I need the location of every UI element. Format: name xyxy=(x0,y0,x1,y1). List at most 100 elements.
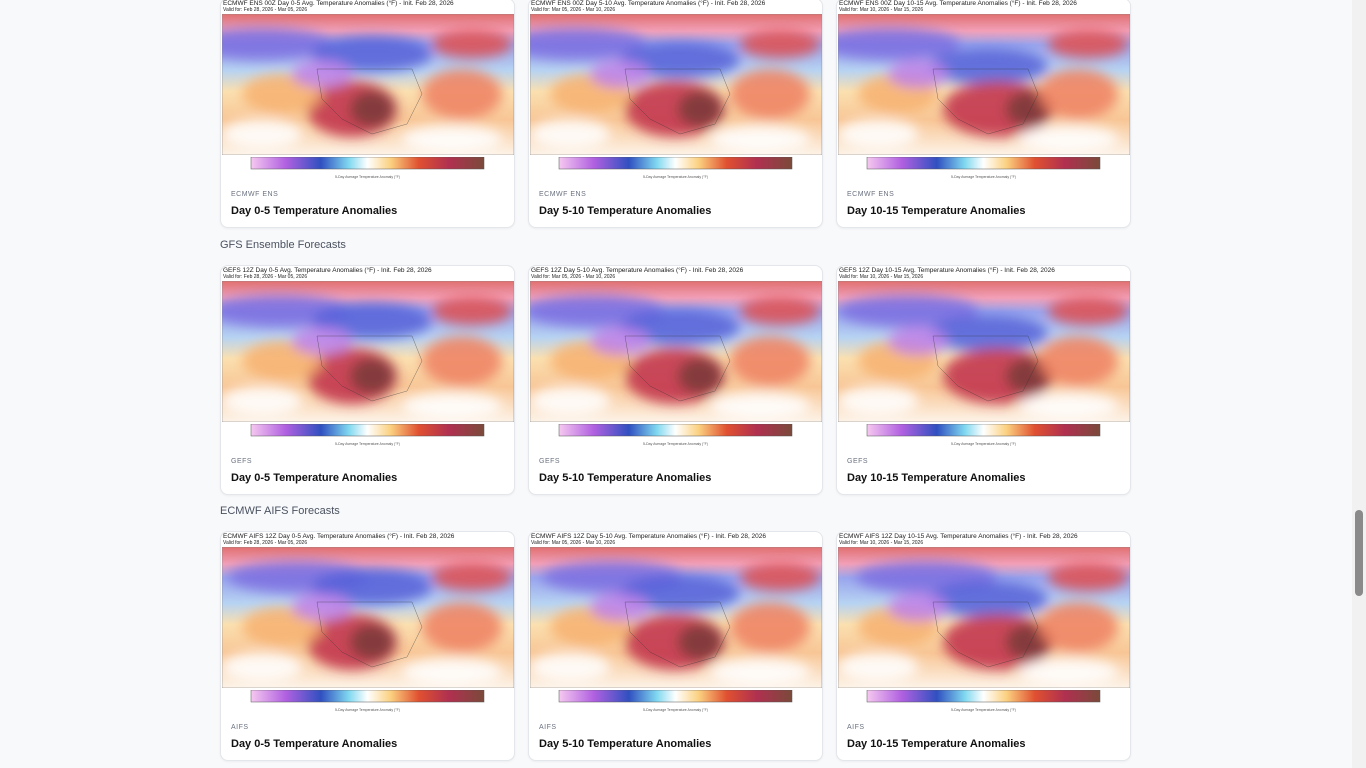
map-title: ECMWF AIFS 12Z Day 5-10 Avg. Temperature… xyxy=(531,533,767,540)
temperature-map xyxy=(530,281,822,422)
map-region xyxy=(740,563,820,591)
map-borders xyxy=(624,335,731,402)
map-borders xyxy=(624,68,731,135)
scrollbar-thumb[interactable] xyxy=(1355,510,1363,596)
map-region xyxy=(838,119,918,149)
card-title: Day 10-15 Temperature Anomalies xyxy=(847,205,1026,217)
map-region xyxy=(710,658,810,686)
map-region xyxy=(730,69,810,119)
colorbar xyxy=(558,690,793,703)
colorbar-label: 5-Day Average Temperature Anomaly (°F) xyxy=(335,708,400,712)
map-region xyxy=(730,336,810,386)
card-title: Day 10-15 Temperature Anomalies xyxy=(847,738,1026,750)
map-region xyxy=(222,119,302,149)
map-region xyxy=(740,30,820,58)
card-title: Day 0-5 Temperature Anomalies xyxy=(231,205,398,217)
colorbar-bar xyxy=(866,424,1101,437)
map-region xyxy=(1048,297,1128,325)
forecast-card[interactable]: ECMWF AIFS 12Z Day 0-5 Avg. Temperature … xyxy=(220,531,515,761)
card-source: AIFS xyxy=(847,724,865,731)
temperature-map xyxy=(222,547,514,688)
map-region xyxy=(590,60,650,88)
map-region xyxy=(1018,658,1118,686)
map-region xyxy=(350,358,394,394)
forecast-card[interactable]: ECMWF AIFS 12Z Day 5-10 Avg. Temperature… xyxy=(528,531,823,761)
map-region xyxy=(1048,563,1128,591)
map-region xyxy=(1006,358,1050,394)
colorbar-bar xyxy=(250,157,485,170)
card-source: ECMWF ENS xyxy=(539,191,587,198)
map-region xyxy=(838,295,978,327)
temperature-map xyxy=(222,281,514,422)
map-title: GEFS 12Z Day 10-15 Avg. Temperature Anom… xyxy=(839,267,1055,274)
map-region xyxy=(888,60,948,88)
colorbar xyxy=(866,690,1101,703)
map-region xyxy=(678,358,722,394)
colorbar xyxy=(250,690,485,703)
temperature-map xyxy=(530,547,822,688)
map-title: ECMWF ENS 00Z Day 10-15 Avg. Temperature… xyxy=(839,0,1077,7)
map-region xyxy=(530,119,610,149)
map-valid: Valid for: Feb 28, 2026 - Mar 05, 2026 xyxy=(223,540,308,546)
map-region xyxy=(350,624,394,660)
colorbar-label: 5-Day Average Temperature Anomaly (°F) xyxy=(643,442,708,446)
map-region xyxy=(928,48,1048,84)
colorbar-bar xyxy=(250,690,485,703)
forecast-card[interactable]: GEFS 12Z Day 5-10 Avg. Temperature Anoma… xyxy=(528,265,823,495)
forecast-card[interactable]: ECMWF AIFS 12Z Day 10-15 Avg. Temperatur… xyxy=(836,531,1131,761)
map-title: ECMWF ENS 00Z Day 0-5 Avg. Temperature A… xyxy=(223,0,454,7)
colorbar-label: 5-Day Average Temperature Anomaly (°F) xyxy=(335,175,400,179)
map-region xyxy=(730,602,810,652)
section-heading: GFS Ensemble Forecasts xyxy=(220,239,346,251)
colorbar-label: 5-Day Average Temperature Anomaly (°F) xyxy=(335,442,400,446)
map-title: ECMWF ENS 00Z Day 5-10 Avg. Temperature … xyxy=(531,0,766,7)
map-valid: Valid for: Mar 10, 2026 - Mar 15, 2026 xyxy=(839,7,924,13)
map-title: ECMWF AIFS 12Z Day 10-15 Avg. Temperatur… xyxy=(839,533,1078,540)
map-region xyxy=(838,652,918,682)
map-region xyxy=(530,28,646,60)
map-valid: Valid for: Feb 28, 2026 - Mar 05, 2026 xyxy=(223,274,308,280)
forecast-card[interactable]: ECMWF ENS 00Z Day 5-10 Avg. Temperature … xyxy=(528,0,823,228)
map-region xyxy=(1018,125,1118,153)
colorbar-bar xyxy=(558,424,793,437)
colorbar-bar xyxy=(866,157,1101,170)
temperature-map xyxy=(838,547,1130,688)
map-region xyxy=(838,28,960,60)
map-title: GEFS 12Z Day 5-10 Avg. Temperature Anoma… xyxy=(531,267,744,274)
map-borders xyxy=(932,335,1039,402)
forecast-card[interactable]: GEFS 12Z Day 10-15 Avg. Temperature Anom… xyxy=(836,265,1131,495)
card-title: Day 5-10 Temperature Anomalies xyxy=(539,472,712,484)
map-borders xyxy=(316,335,423,402)
map-region xyxy=(928,581,1048,617)
map-region xyxy=(710,392,810,420)
forecast-card[interactable]: GEFS 12Z Day 0-5 Avg. Temperature Anomal… xyxy=(220,265,515,495)
colorbar-bar xyxy=(866,690,1101,703)
map-region xyxy=(710,125,810,153)
forecast-card[interactable]: ECMWF ENS 00Z Day 10-15 Avg. Temperature… xyxy=(836,0,1131,228)
colorbar-label: 5-Day Average Temperature Anomaly (°F) xyxy=(951,708,1016,712)
map-region xyxy=(928,315,1048,351)
map-borders xyxy=(316,68,423,135)
map-region xyxy=(422,69,502,119)
map-region xyxy=(292,593,352,621)
map-region xyxy=(422,336,502,386)
map-region xyxy=(432,563,512,591)
map-region xyxy=(1038,69,1118,119)
map-region xyxy=(222,386,302,416)
map-region xyxy=(678,91,722,127)
card-title: Day 5-10 Temperature Anomalies xyxy=(539,738,712,750)
map-region xyxy=(1006,624,1050,660)
temperature-map xyxy=(222,14,514,155)
card-title: Day 0-5 Temperature Anomalies xyxy=(231,472,398,484)
colorbar xyxy=(866,424,1101,437)
colorbar-label: 5-Day Average Temperature Anomaly (°F) xyxy=(951,442,1016,446)
map-region xyxy=(888,593,948,621)
map-region xyxy=(678,624,722,660)
map-region xyxy=(350,91,394,127)
map-region xyxy=(1048,30,1128,58)
map-region xyxy=(292,327,352,355)
forecast-card[interactable]: ECMWF ENS 00Z Day 0-5 Avg. Temperature A… xyxy=(220,0,515,228)
map-region xyxy=(838,386,918,416)
map-region xyxy=(1018,392,1118,420)
